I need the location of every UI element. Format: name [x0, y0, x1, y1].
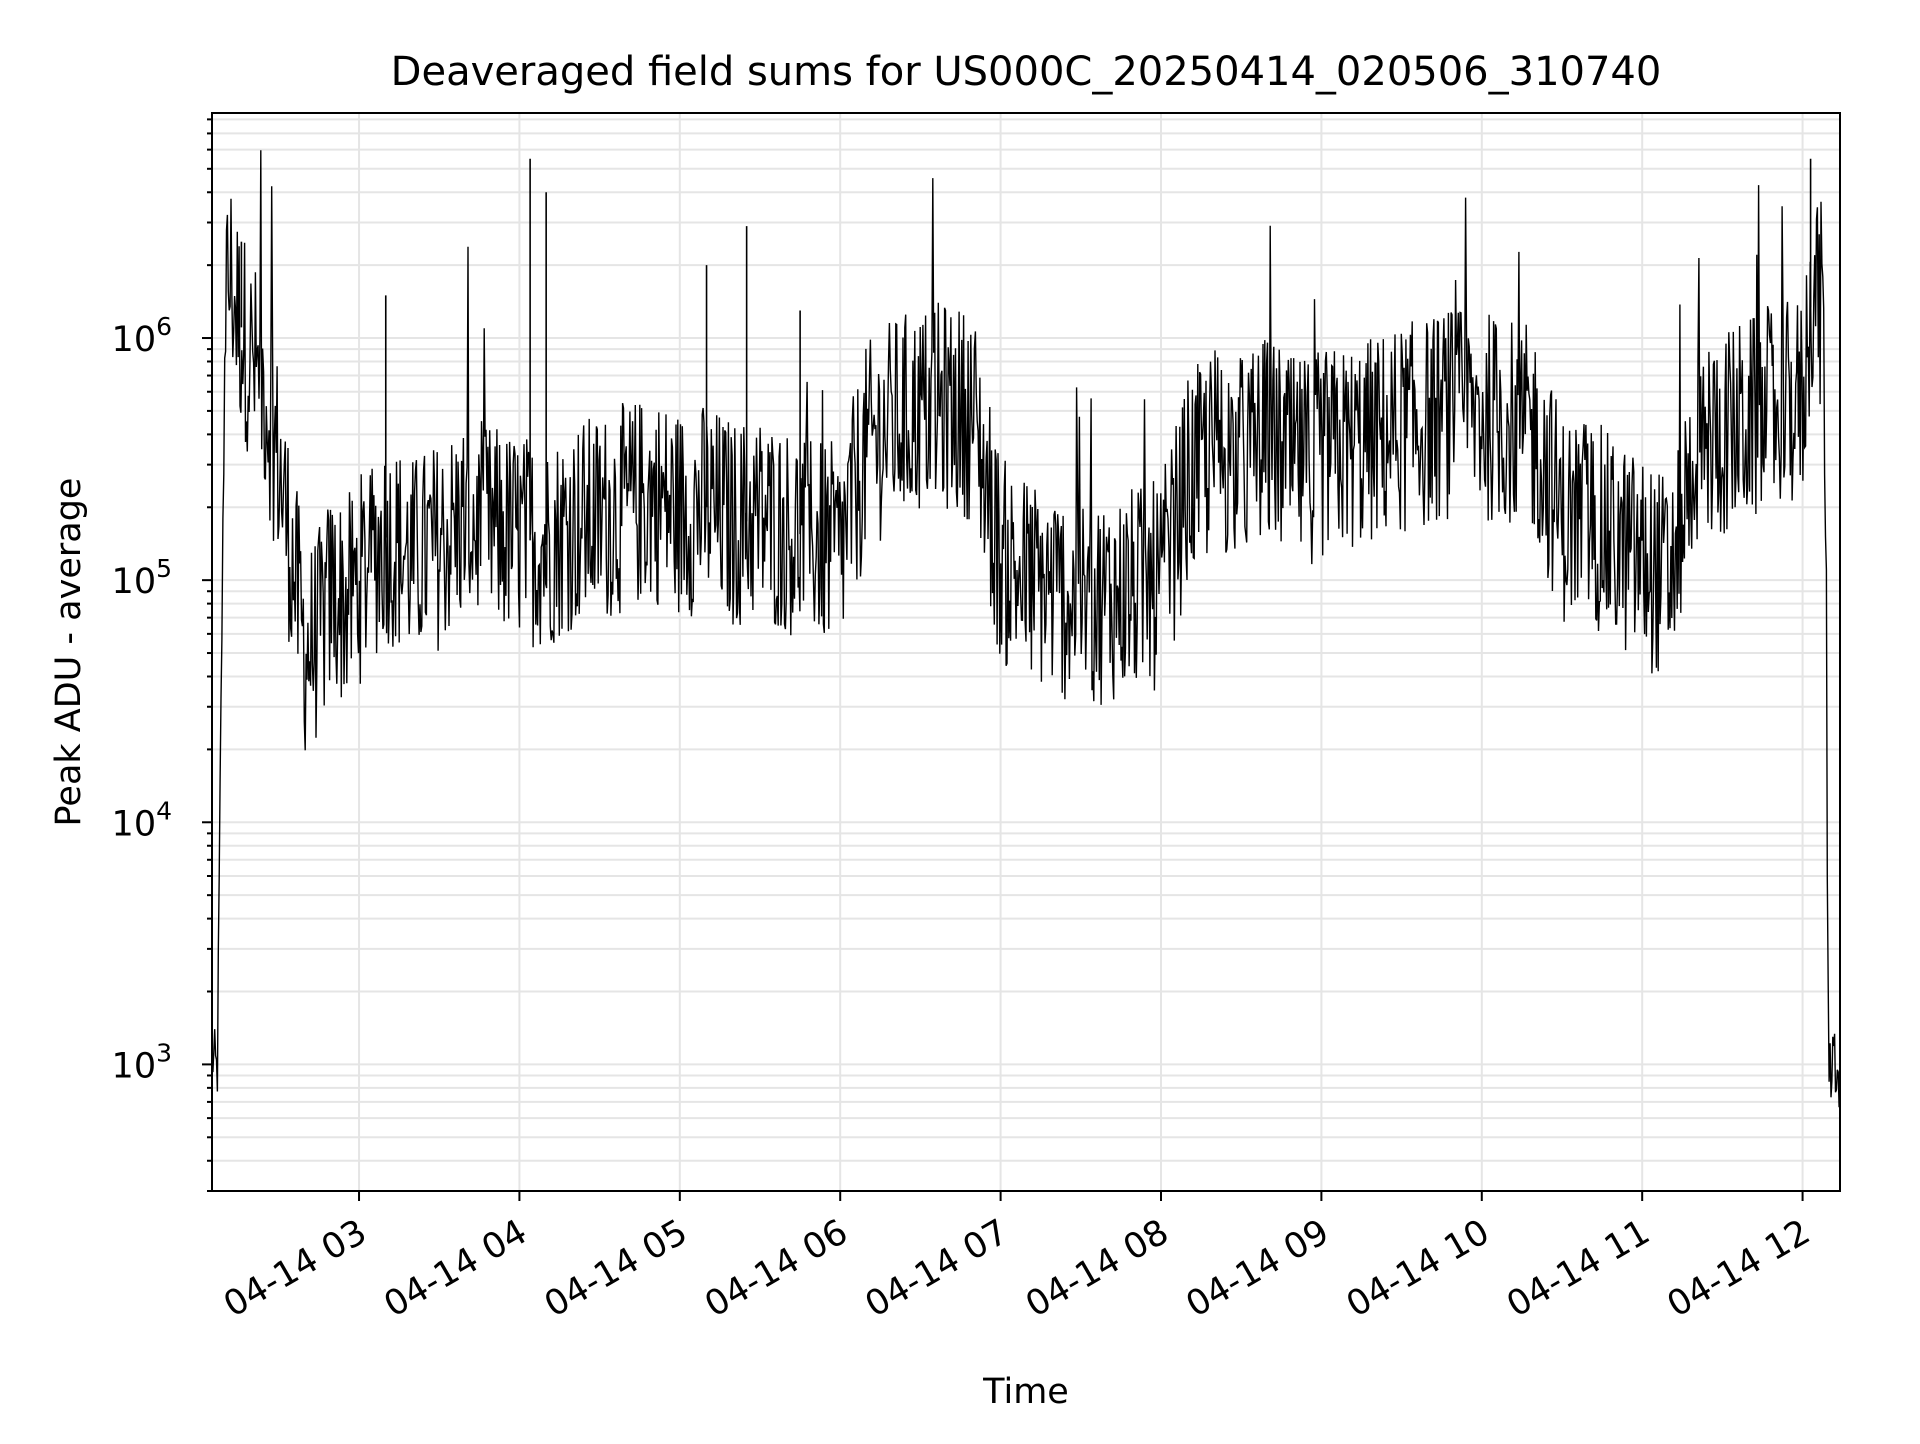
y-axis-ticks: 103 104 105 106 — [112, 118, 212, 1192]
y-tick-label: 104 — [112, 796, 172, 844]
x-tick-label: 04-14 06 — [698, 1212, 854, 1325]
x-tick-label: 04-14 12 — [1661, 1212, 1817, 1325]
x-tick-label: 04-14 09 — [1180, 1212, 1336, 1325]
line-layer — [211, 150, 1841, 1108]
series-line — [211, 150, 1841, 1108]
y-tick-label: 105 — [112, 554, 172, 602]
x-axis-ticks: 04-14 03 04-14 04 04-14 05 04-14 06 04-14 07… — [217, 1191, 1817, 1325]
chart-title: Deaveraged field sums for US000C_2025041… — [391, 49, 1662, 95]
x-tick-label: 04-14 08 — [1019, 1212, 1175, 1325]
x-tick-label: 04-14 07 — [859, 1212, 1015, 1325]
plot-frame — [211, 112, 1841, 1192]
x-tick-label: 04-14 05 — [538, 1212, 694, 1325]
x-tick-label: 04-14 11 — [1500, 1212, 1656, 1325]
x-tick-label: 04-14 03 — [217, 1212, 373, 1325]
x-axis-label: Time — [982, 1372, 1069, 1412]
y-axis-label: Peak ADU - average — [49, 478, 89, 827]
grid-layer — [212, 113, 1840, 1192]
x-tick-label: 04-14 10 — [1340, 1212, 1496, 1325]
x-tick-label: 04-14 04 — [378, 1212, 534, 1325]
y-tick-label: 106 — [112, 312, 172, 360]
y-tick-label: 103 — [112, 1038, 172, 1086]
